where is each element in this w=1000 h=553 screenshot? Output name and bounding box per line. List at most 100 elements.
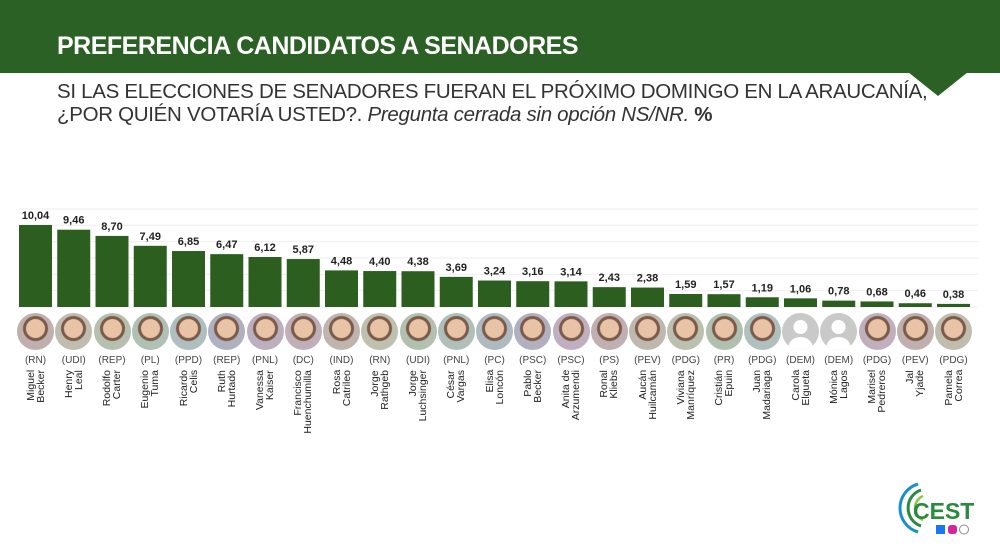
candidate-photo — [93, 313, 131, 350]
bar — [669, 294, 703, 307]
data-label: 1,59 — [675, 279, 696, 291]
candidate-photo — [131, 313, 169, 350]
bar — [133, 245, 167, 307]
header-band: PREFERENCIA CANDIDATOS A SENADORES — [0, 0, 1000, 73]
candidate-photo — [361, 313, 399, 350]
candidate-name: Vanessa Kaiser — [254, 370, 276, 411]
data-label: 3,14 — [560, 266, 582, 278]
bar — [19, 224, 52, 307]
data-label: 8,70 — [101, 221, 122, 233]
svg-text:CEST: CEST — [913, 498, 974, 524]
candidate-photo — [514, 313, 552, 350]
data-label: 7,49 — [140, 231, 161, 243]
data-label: 0,46 — [905, 288, 926, 300]
bar — [631, 287, 664, 307]
bar — [172, 251, 205, 307]
candidate-photo — [667, 313, 705, 350]
candidate-name: Ruth Hurtado — [215, 370, 238, 408]
question-text: SI LAS ELECCIONES DE SENADORES FUERAN EL… — [57, 80, 928, 126]
candidate-photo — [896, 313, 934, 350]
candidate-name: Jal Yjade — [904, 370, 927, 397]
candidate-name: Eugenio Tuma — [139, 370, 162, 409]
instagram-icon — [948, 525, 957, 534]
party-label: (PDG) — [748, 355, 777, 366]
facebook-icon — [936, 525, 945, 534]
party-label: (PR) — [713, 355, 735, 366]
party-label: (DEM) — [824, 355, 854, 366]
candidate-photo — [552, 313, 590, 350]
candidate-name: Francisco Huenchumilla — [292, 370, 315, 434]
party-label: (REP) — [98, 355, 126, 366]
data-label: 1,06 — [790, 283, 811, 295]
bar — [363, 271, 397, 307]
candidate-photo — [55, 313, 93, 350]
party-label: (RN) — [24, 355, 47, 366]
party-label: (DEM) — [786, 355, 815, 366]
bar — [937, 303, 970, 307]
bar — [210, 254, 244, 307]
party-label: (UDI) — [406, 355, 430, 366]
candidate-name: Anita de Arzumendi — [560, 370, 582, 421]
candidate-photo — [743, 313, 781, 350]
candidate-photo — [246, 313, 284, 350]
bar — [401, 271, 435, 307]
data-label: 1,19 — [752, 282, 773, 294]
candidate-name: Carola Elgueta — [789, 370, 812, 406]
data-label: 3,24 — [484, 266, 506, 278]
data-label: 1,57 — [713, 279, 734, 291]
candidate-name: César Vargas — [445, 370, 468, 403]
bar-chart: 10,04 9,46 8,70 7,49 6,85 6,47 6,12 5,87 4,48 4,4… — [19, 208, 978, 308]
party-label: (PDG) — [939, 355, 968, 366]
party-label: (PSC) — [519, 355, 547, 366]
data-label: 6,85 — [178, 236, 199, 248]
candidate-name: Pamela Correa — [942, 370, 965, 406]
bar — [860, 301, 894, 307]
data-label: 0,68 — [866, 286, 887, 298]
data-label: 3,69 — [446, 262, 467, 274]
bar — [592, 287, 626, 307]
candidate-name: Rodolfo Carter — [101, 370, 123, 407]
bar — [784, 298, 817, 307]
party-label: (PDG) — [862, 355, 892, 366]
party-label: (PEV) — [901, 355, 929, 366]
bar — [325, 270, 358, 307]
data-label: 10,04 — [22, 210, 50, 222]
party-label: (PS) — [599, 355, 620, 366]
candidate-photo — [858, 313, 896, 350]
candidate-photo — [399, 313, 437, 350]
candidate-name: Henry Leal — [62, 370, 85, 399]
candidate-photo — [323, 313, 360, 350]
candidate-name: Juan Madariaga — [751, 370, 774, 420]
party-label: (PC) — [484, 355, 505, 366]
bar — [248, 256, 282, 307]
bar — [822, 300, 856, 307]
candidate-photo — [820, 313, 858, 350]
candidate-name: Mónica Lagos — [827, 370, 850, 404]
data-label: 6,12 — [254, 242, 275, 254]
question-line-2-text: ¿POR QUIÉN VOTARÍA USTED?. — [57, 103, 363, 126]
candidate-photo — [476, 313, 513, 350]
candidate-photo — [17, 313, 54, 350]
candidate-name: Pablo Becker — [521, 370, 544, 403]
party-label: (PL) — [140, 355, 160, 366]
bar — [57, 229, 91, 307]
data-label: 4,40 — [369, 256, 390, 268]
candidate-name: Ricardo Celis — [177, 370, 200, 407]
party-label: (PEV) — [634, 355, 661, 366]
party-label: (IND) — [329, 355, 354, 366]
header-notch — [908, 72, 968, 96]
unit-label: % — [694, 103, 713, 126]
data-label: 0,38 — [943, 289, 964, 301]
bar — [554, 281, 588, 307]
whatsapp-icon — [959, 524, 969, 535]
question-line-2: ¿POR QUIÉN VOTARÍA USTED?. Pregunta cerr… — [57, 103, 927, 126]
party-label: (PNL) — [443, 355, 470, 366]
bar — [95, 235, 129, 307]
bar — [516, 281, 550, 307]
question-note: Pregunta cerrada sin opción NS/NR. — [367, 103, 689, 126]
candidate-photo — [208, 313, 246, 350]
candidate-photo — [705, 313, 743, 350]
candidate-photo — [437, 313, 475, 350]
party-label: (UDI) — [61, 355, 86, 366]
page-title: PREFERENCIA CANDIDATOS A SENADORES — [57, 32, 579, 60]
